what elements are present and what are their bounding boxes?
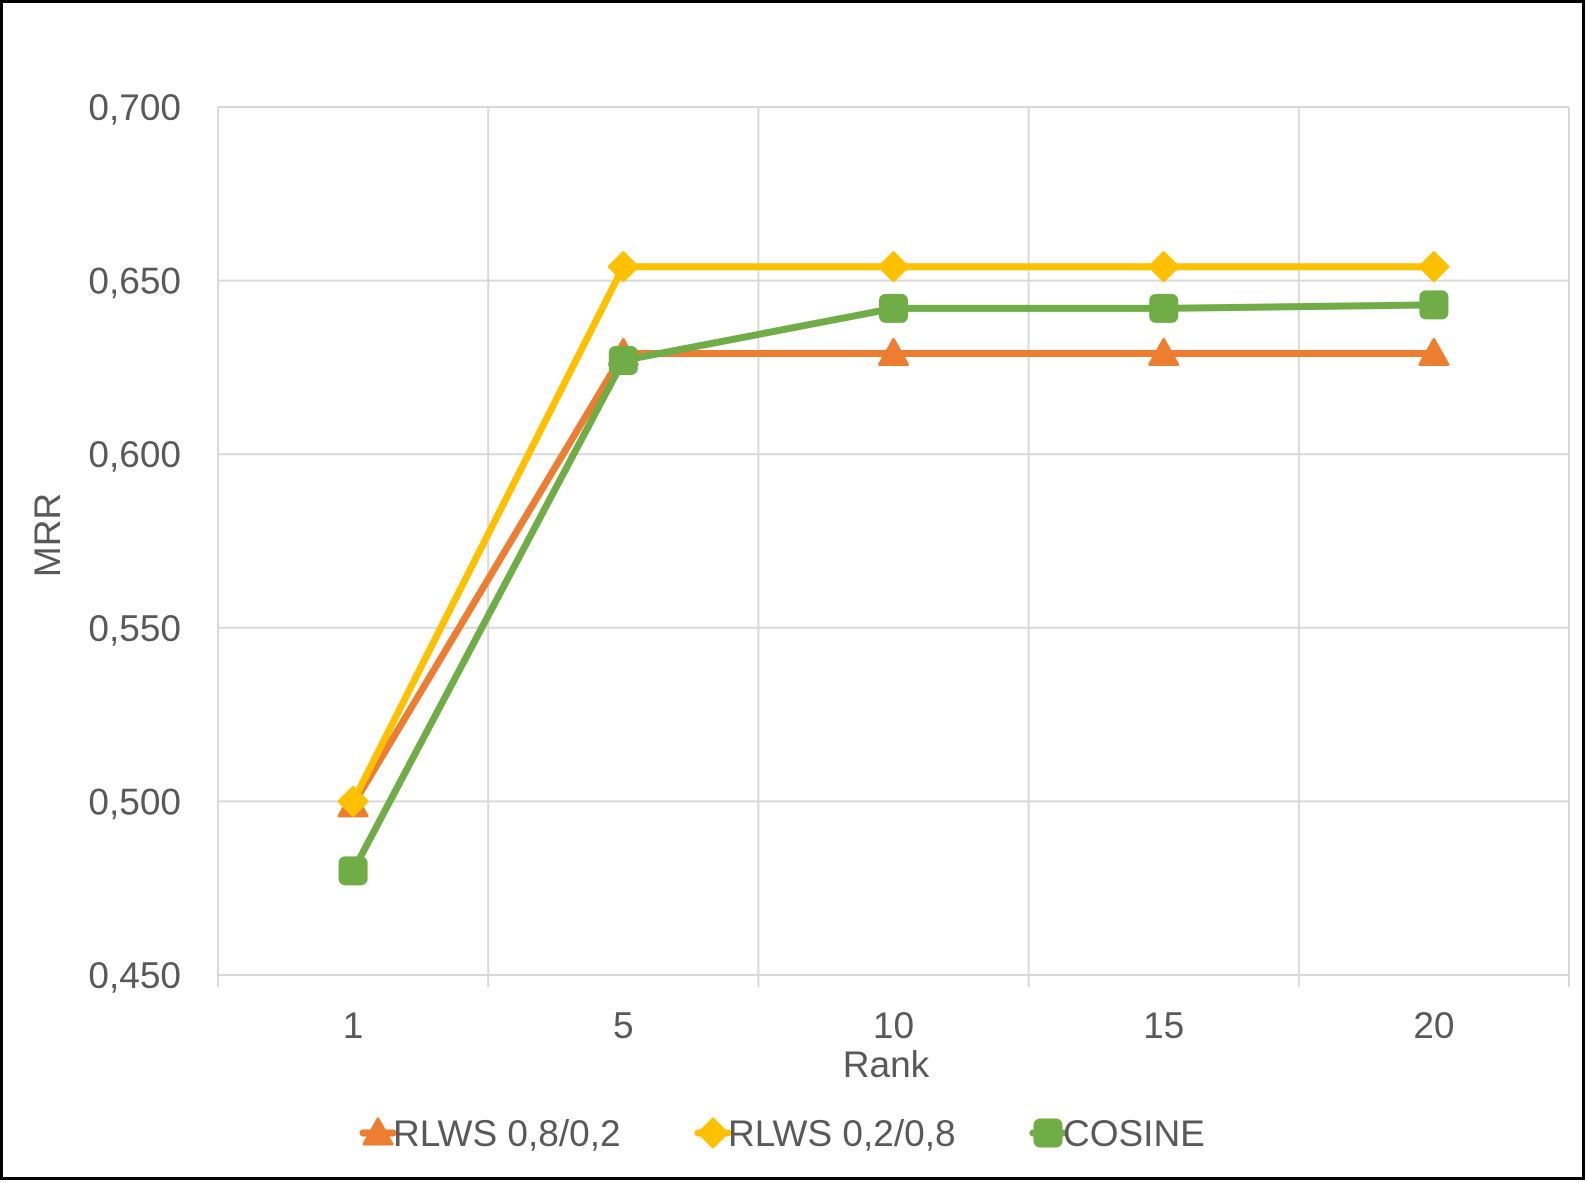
data-point bbox=[1148, 251, 1180, 283]
y-tick-label: 0,650 bbox=[88, 261, 181, 302]
x-tick-label: 5 bbox=[613, 1005, 634, 1046]
data-point bbox=[878, 338, 909, 367]
y-tick-label: 0,450 bbox=[88, 955, 181, 996]
data-point bbox=[878, 251, 909, 283]
data-point bbox=[608, 345, 638, 375]
x-axis-ticks: 1 5 10 15 20 bbox=[343, 1005, 1455, 1046]
data-point bbox=[338, 856, 368, 886]
y-axis-ticks: 0,700 0,650 0,600 0,550 0,500 0,450 bbox=[88, 87, 181, 996]
y-tick-label: 0,700 bbox=[88, 87, 181, 128]
x-tick-label: 10 bbox=[873, 1005, 914, 1046]
data-point bbox=[1149, 293, 1179, 323]
y-tick-label: 0,600 bbox=[88, 434, 181, 475]
y-tick-label: 0,500 bbox=[88, 781, 181, 822]
legend-marker bbox=[1033, 1118, 1063, 1148]
legend-marker bbox=[362, 1117, 394, 1146]
legend-label: RLWS 0,2/0,8 bbox=[728, 1113, 956, 1154]
legend: RLWS 0,8/0,2 RLWS 0,2/0,8 COSINE bbox=[359, 1113, 1205, 1154]
legend-item: RLWS 0,8/0,2 bbox=[359, 1113, 621, 1154]
x-tick-label: 20 bbox=[1413, 1005, 1454, 1046]
data-point bbox=[879, 293, 908, 323]
legend-label: COSINE bbox=[1063, 1113, 1205, 1154]
y-tick-label: 0,550 bbox=[88, 608, 181, 649]
series bbox=[337, 251, 1450, 817]
data-point bbox=[1418, 251, 1450, 283]
data-point bbox=[1418, 338, 1450, 367]
series-line bbox=[349, 350, 1438, 809]
data-point bbox=[1148, 338, 1180, 367]
series-lines bbox=[337, 251, 1450, 886]
y-axis-title: MRR bbox=[27, 493, 68, 577]
series-line bbox=[349, 301, 1438, 875]
legend-marker bbox=[697, 1117, 729, 1149]
legend-item: RLWS 0,2/0,8 bbox=[694, 1113, 956, 1154]
series bbox=[338, 290, 1449, 886]
data-point bbox=[337, 785, 369, 817]
x-axis-title: Rank bbox=[843, 1044, 930, 1085]
data-point bbox=[607, 251, 639, 283]
data-point bbox=[1419, 290, 1449, 320]
x-tick-label: 1 bbox=[343, 1005, 364, 1046]
x-tick-label: 15 bbox=[1143, 1005, 1184, 1046]
legend-label: RLWS 0,8/0,2 bbox=[393, 1113, 621, 1154]
legend-item: COSINE bbox=[1029, 1113, 1205, 1154]
grid bbox=[217, 106, 1570, 987]
